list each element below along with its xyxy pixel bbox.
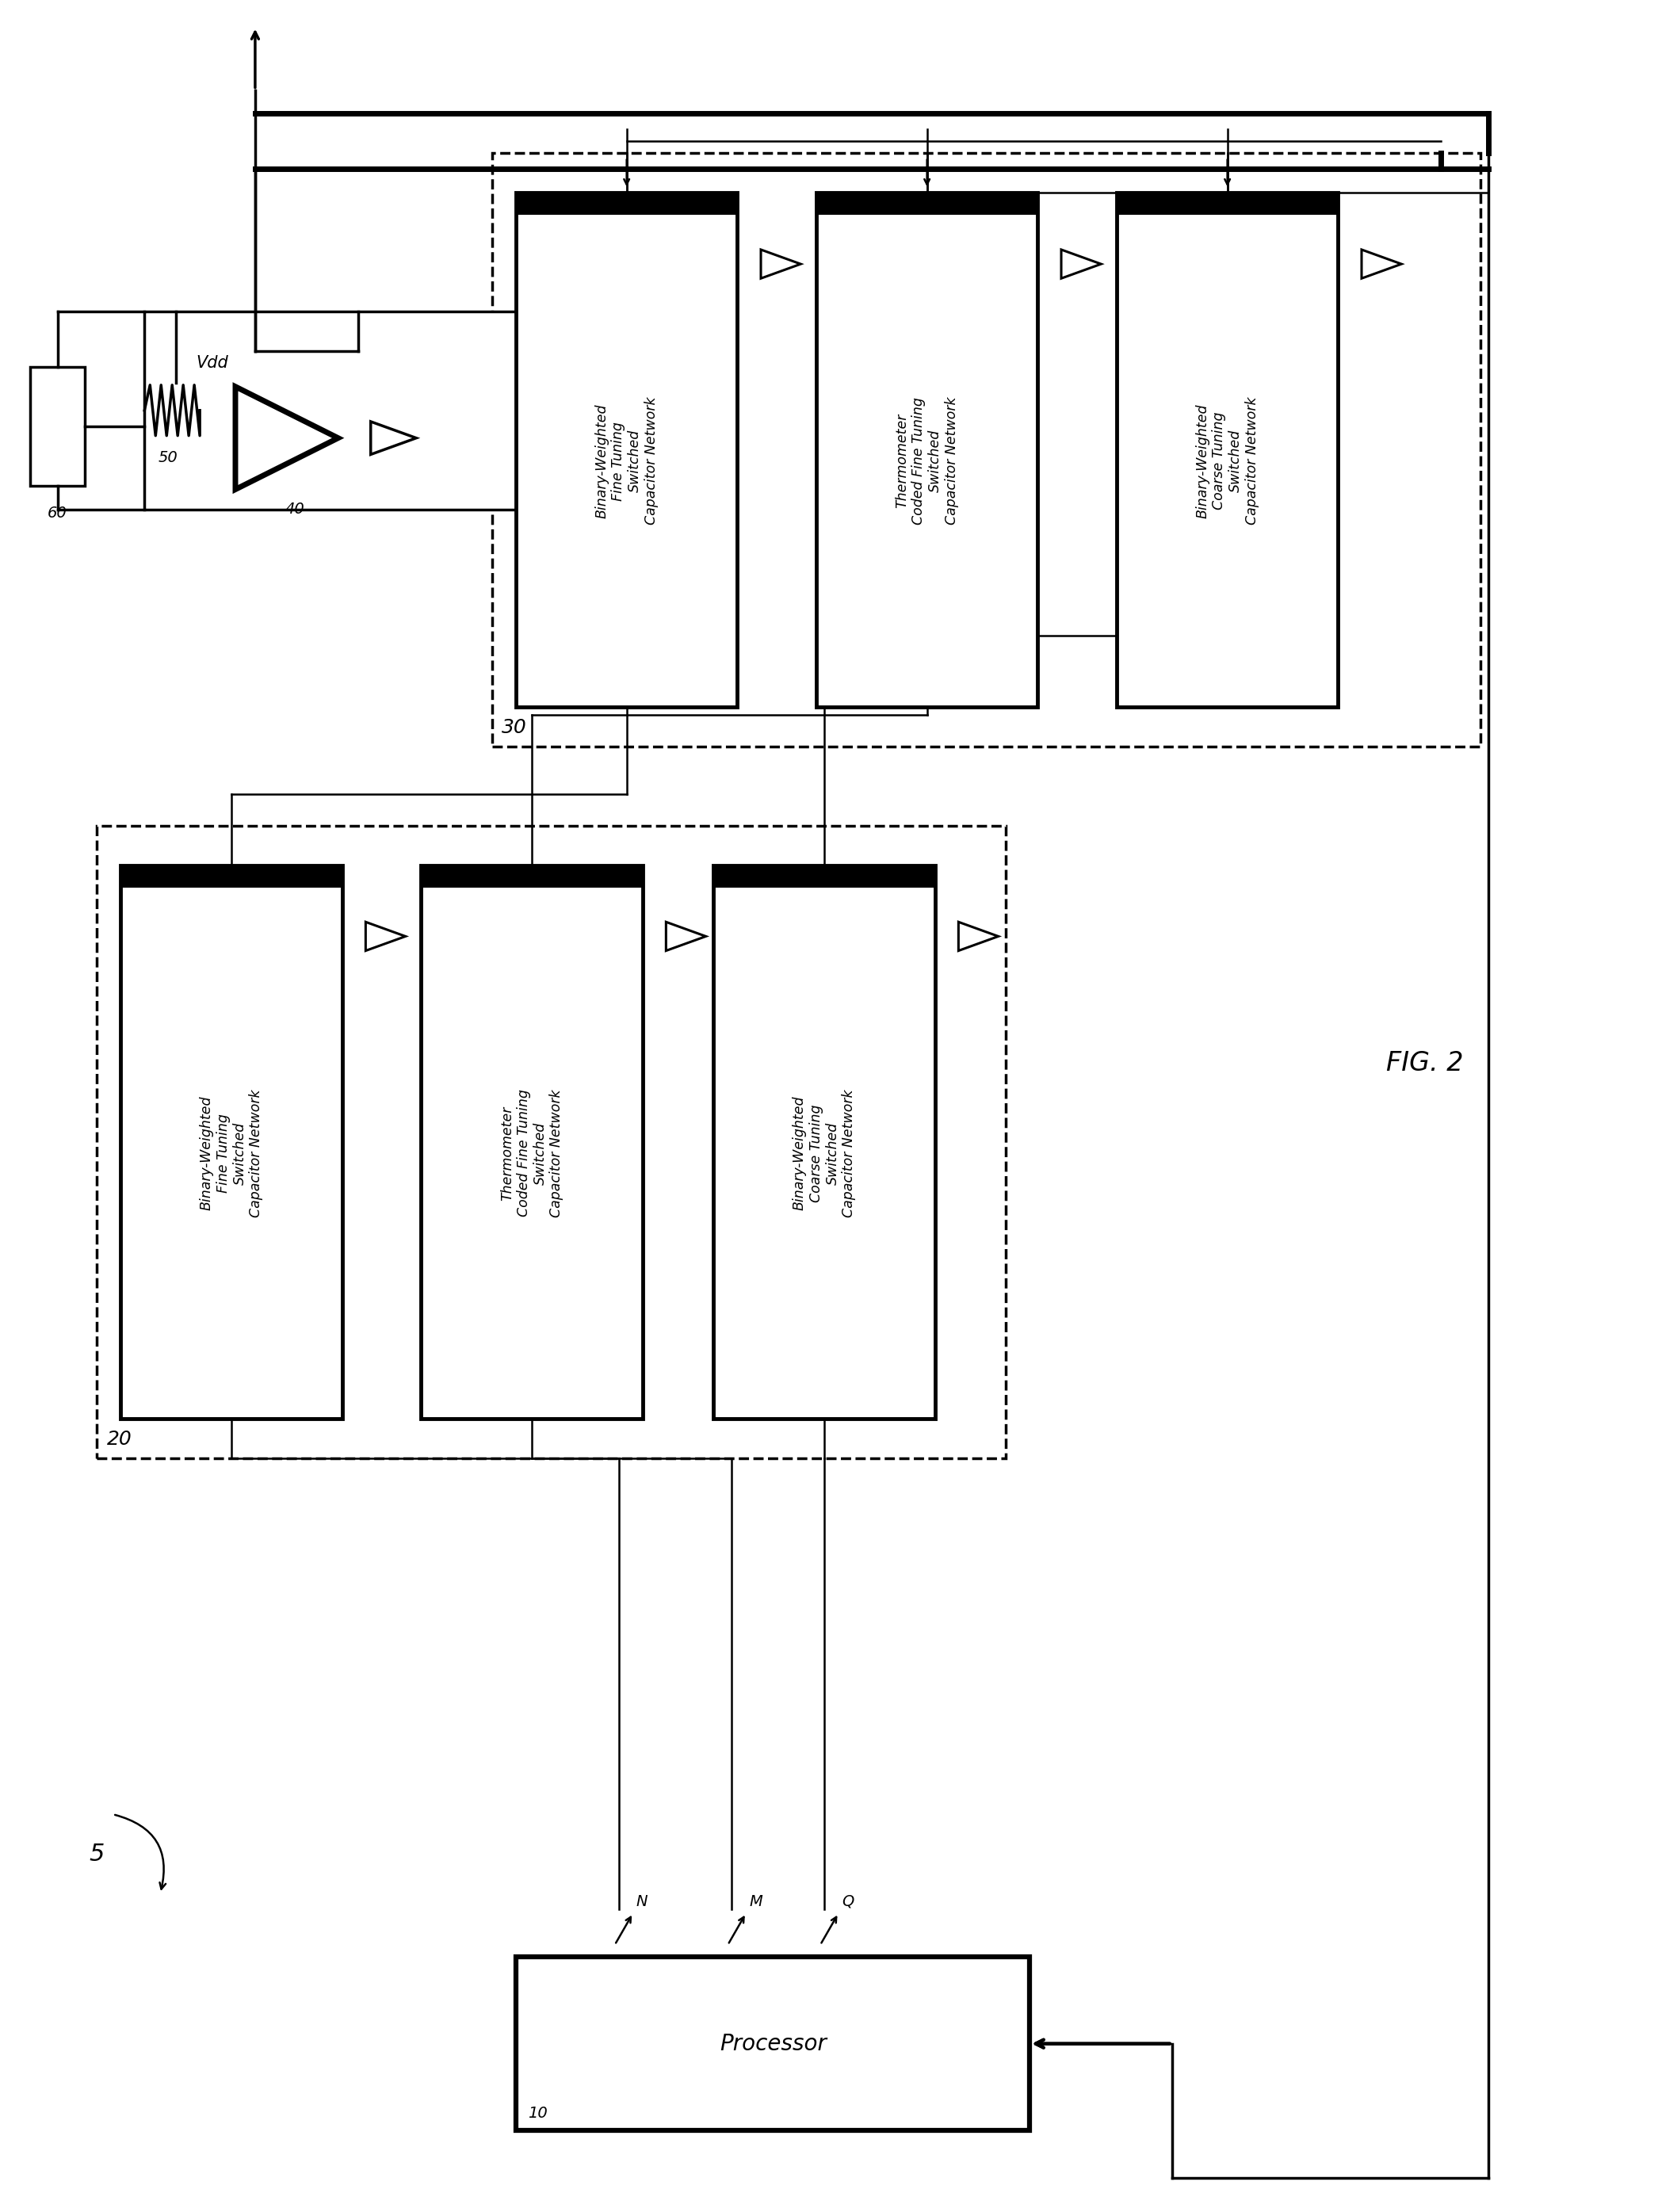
Text: 40: 40 — [285, 502, 305, 515]
Text: Vdd: Vdd — [196, 354, 229, 372]
Bar — [713, 865, 935, 887]
Text: Binary-Weighted
Coarse Tuning
Switched
Capacitor Network: Binary-Weighted Coarse Tuning Switched C… — [793, 1088, 856, 1217]
Bar — [1117, 192, 1338, 215]
Bar — [1117, 192, 1338, 708]
Bar — [816, 192, 1038, 708]
Text: Binary-Weighted
Fine Tuning
Switched
Capacitor Network: Binary-Weighted Fine Tuning Switched Cap… — [595, 396, 658, 524]
Text: 20: 20 — [106, 1429, 131, 1449]
Text: 32: 32 — [522, 197, 542, 212]
Bar — [30, 367, 85, 484]
Text: 22: 22 — [128, 869, 146, 885]
Bar — [713, 865, 935, 1418]
Text: Binary-Weighted
Coarse Tuning
Switched
Capacitor Network: Binary-Weighted Coarse Tuning Switched C… — [1195, 396, 1258, 524]
Text: 34: 34 — [822, 197, 842, 212]
Text: 5: 5 — [90, 1843, 104, 1865]
Text: 60: 60 — [48, 504, 68, 520]
FancyArrowPatch shape — [114, 1814, 166, 1889]
Bar — [516, 192, 738, 708]
Bar — [121, 865, 342, 887]
Text: Thermometer
Coded Fine Tuning
Switched
Capacitor Network: Thermometer Coded Fine Tuning Switched C… — [895, 396, 958, 524]
Bar — [121, 865, 342, 1418]
Bar — [492, 153, 1481, 745]
Bar — [516, 1958, 1030, 2130]
Text: Thermometer
Coded Fine Tuning
Switched
Capacitor Network: Thermometer Coded Fine Tuning Switched C… — [501, 1088, 564, 1217]
Bar — [144, 312, 524, 509]
Text: FIG. 2: FIG. 2 — [1386, 1051, 1464, 1075]
Polygon shape — [235, 387, 338, 489]
Text: Q: Q — [842, 1893, 854, 1909]
Text: N: N — [637, 1893, 648, 1909]
Text: 10: 10 — [527, 2106, 547, 2121]
Text: 50: 50 — [159, 449, 177, 465]
Bar — [816, 192, 1038, 215]
Bar — [98, 825, 1006, 1458]
Text: M: M — [749, 1893, 763, 1909]
Text: 36: 36 — [1122, 197, 1142, 212]
Text: 26: 26 — [720, 869, 739, 885]
Bar — [421, 865, 642, 887]
Text: Binary-Weighted
Fine Tuning
Switched
Capacitor Network: Binary-Weighted Fine Tuning Switched Cap… — [199, 1088, 264, 1217]
Bar — [421, 865, 642, 1418]
Text: Processor: Processor — [720, 2033, 826, 2055]
Bar — [516, 192, 738, 215]
Text: 24: 24 — [428, 869, 448, 885]
Text: 30: 30 — [502, 719, 527, 737]
